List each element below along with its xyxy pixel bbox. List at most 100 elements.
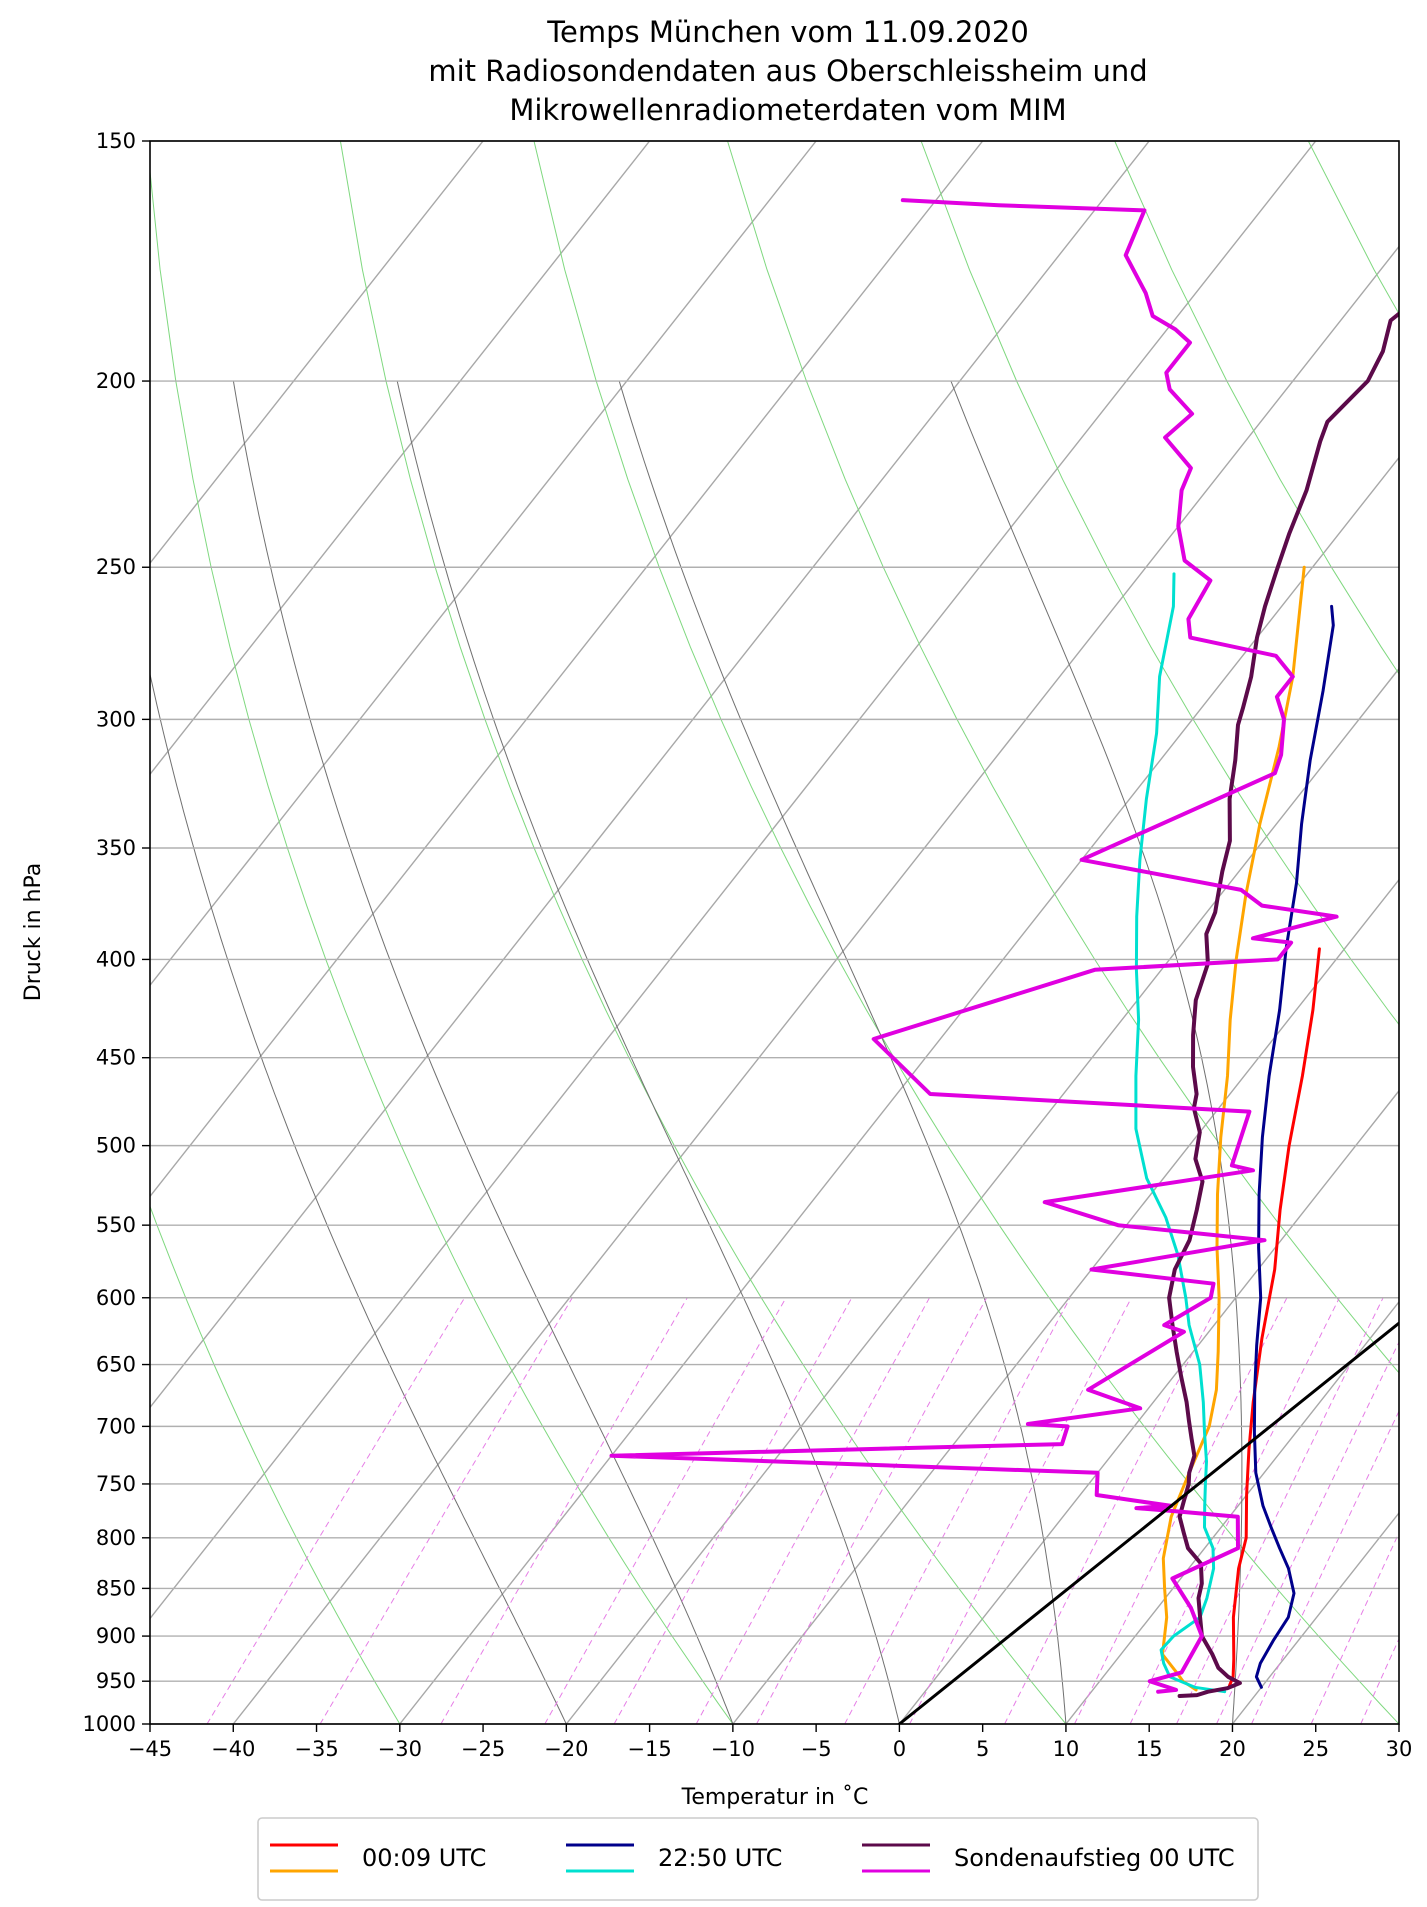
y-tick-label: 500 xyxy=(96,1134,136,1158)
mixing-ratio-line xyxy=(206,1297,466,1724)
y-tick-label: 800 xyxy=(96,1526,136,1550)
isotherm-line xyxy=(232,245,1399,1724)
mixing-ratio-line xyxy=(1251,1410,1399,1724)
series-line-black_line xyxy=(897,1321,1399,1724)
isotherm-line xyxy=(150,141,651,776)
y-tick-label: 650 xyxy=(96,1353,136,1377)
x-tick-label: −15 xyxy=(627,1737,671,1761)
chart-title: Temps München vom 11.09.2020 mit Radioso… xyxy=(428,15,1147,127)
series-line-t_2250 xyxy=(1252,604,1335,1689)
x-tick-label: −45 xyxy=(128,1737,172,1761)
grid-lines xyxy=(150,140,1399,1725)
y-tick-label: 950 xyxy=(96,1669,136,1693)
series-line-t_sonde xyxy=(1167,311,1399,1698)
dry-adiabat-line xyxy=(150,167,734,1724)
x-axis-label: Temperatur in ˚C xyxy=(681,1785,869,1810)
series-line-td_2250 xyxy=(1134,572,1227,1694)
legend-entry-sonde: Sondenaufstieg 00 UTC xyxy=(862,1843,1235,1873)
isotherm-line xyxy=(1065,1300,1399,1724)
mixing-ratio-line xyxy=(440,1297,688,1724)
dry-adiabat-line xyxy=(920,141,1399,1026)
moist-adiabat-line xyxy=(150,671,567,1724)
mixing-ratio-line xyxy=(909,1297,1132,1724)
y-tick-label: 900 xyxy=(96,1624,136,1648)
isotherm-line xyxy=(150,141,1317,1620)
legend-label-sonde: Sondenaufstieg 00 UTC xyxy=(954,1844,1235,1872)
title-line-2: mit Radiosondendaten aus Oberschleisshei… xyxy=(428,54,1147,88)
y-tick-label: 250 xyxy=(96,555,136,579)
legend-entry-2250: 22:50 UTC xyxy=(566,1843,782,1873)
dry-adiabat-line xyxy=(727,141,1399,1374)
title-line-3: Mikrowellenradiometerdaten vom MIM xyxy=(509,93,1066,127)
y-tick-label: 1000 xyxy=(83,1712,136,1736)
y-tick-label: 450 xyxy=(96,1046,136,1070)
series-line-t_0009 xyxy=(1228,947,1321,1688)
x-tick-label: 25 xyxy=(1302,1737,1329,1761)
y-tick-label: 550 xyxy=(96,1213,136,1237)
background-lines xyxy=(150,141,1427,1724)
isotherm-line xyxy=(1231,1511,1399,1724)
x-tick-label: 0 xyxy=(893,1737,906,1761)
data-series xyxy=(609,198,1399,1724)
isotherm-line xyxy=(150,141,1150,1409)
mixing-ratio-line xyxy=(1310,1531,1399,1724)
legend: 00:09 UTC 22:50 UTC Sondenaufstieg 00 UT… xyxy=(257,1817,1259,1901)
dry-adiabat-line xyxy=(339,141,1067,1724)
isotherm-line xyxy=(565,667,1399,1724)
x-tick-label: 10 xyxy=(1053,1737,1080,1761)
y-tick-label: 150 xyxy=(96,129,136,153)
mixing-ratio-line xyxy=(1004,1297,1222,1724)
y-axis: 150 200 250 300 350 400 450 500 550 600 650 700 750 8… xyxy=(83,129,150,1736)
isotherm-line xyxy=(150,141,484,565)
title-line-1: Temps München vom 11.09.2020 xyxy=(546,15,1029,49)
series-line-td_0009 xyxy=(1161,565,1306,1692)
mixing-ratio-line xyxy=(544,1297,787,1724)
moist-adiabat-line xyxy=(618,380,1067,1724)
x-tick-label: 5 xyxy=(976,1737,989,1761)
moist-adiabat-line xyxy=(396,380,900,1724)
isotherm-line xyxy=(150,141,984,1198)
series-line-td_sonde xyxy=(609,198,1339,1694)
legend-label-0009: 00:09 UTC xyxy=(362,1844,486,1872)
x-tick-label: −5 xyxy=(801,1737,832,1761)
moist-adiabat-line xyxy=(1398,1720,1399,1724)
x-tick-label: −35 xyxy=(294,1737,338,1761)
mixing-ratio-line xyxy=(756,1297,988,1724)
y-tick-label: 750 xyxy=(96,1472,136,1496)
x-tick-label: −20 xyxy=(544,1737,588,1761)
y-tick-label: 600 xyxy=(96,1286,136,1310)
x-axis: −45 −40 −35 −30 −25 −20 −15 −10 −5 0 5 10 15 20 25 30 xyxy=(128,1724,1413,1761)
mixing-ratio-line xyxy=(613,1297,853,1724)
x-tick-label: −10 xyxy=(711,1737,755,1761)
plot-frame xyxy=(149,140,1400,1725)
mixing-ratio-line xyxy=(1360,1637,1399,1724)
mixing-ratio-line xyxy=(1074,1297,1288,1724)
isotherm-line xyxy=(732,878,1399,1724)
mixing-ratio-line xyxy=(1176,1297,1384,1724)
isotherm-line xyxy=(1398,1722,1399,1724)
x-tick-label: −30 xyxy=(378,1737,422,1761)
x-tick-label: −25 xyxy=(461,1737,505,1761)
y-axis-label: Druck in hPa xyxy=(21,863,46,1002)
dry-adiabat-line xyxy=(533,141,1399,1724)
y-tick-label: 200 xyxy=(96,369,136,393)
legend-label-2250: 22:50 UTC xyxy=(658,1844,782,1872)
dry-adiabat-line xyxy=(150,1204,401,1724)
y-tick-label: 350 xyxy=(96,836,136,860)
y-tick-label: 850 xyxy=(96,1576,136,1600)
x-tick-label: 15 xyxy=(1136,1737,1163,1761)
isotherm-line xyxy=(150,141,817,987)
legend-box xyxy=(257,1817,1259,1901)
legend-entry-0009: 00:09 UTC xyxy=(270,1843,486,1873)
x-tick-label: 20 xyxy=(1219,1737,1246,1761)
mixing-ratio-line xyxy=(695,1297,930,1724)
mixing-ratio-line xyxy=(319,1297,573,1724)
mixing-ratio-line xyxy=(1403,1298,1427,1724)
y-tick-label: 400 xyxy=(96,947,136,971)
isotherm-line xyxy=(898,1089,1399,1724)
x-tick-label: −40 xyxy=(211,1737,255,1761)
isotherm-line xyxy=(399,456,1399,1724)
y-tick-label: 700 xyxy=(96,1414,136,1438)
x-tick-label: 30 xyxy=(1386,1737,1413,1761)
